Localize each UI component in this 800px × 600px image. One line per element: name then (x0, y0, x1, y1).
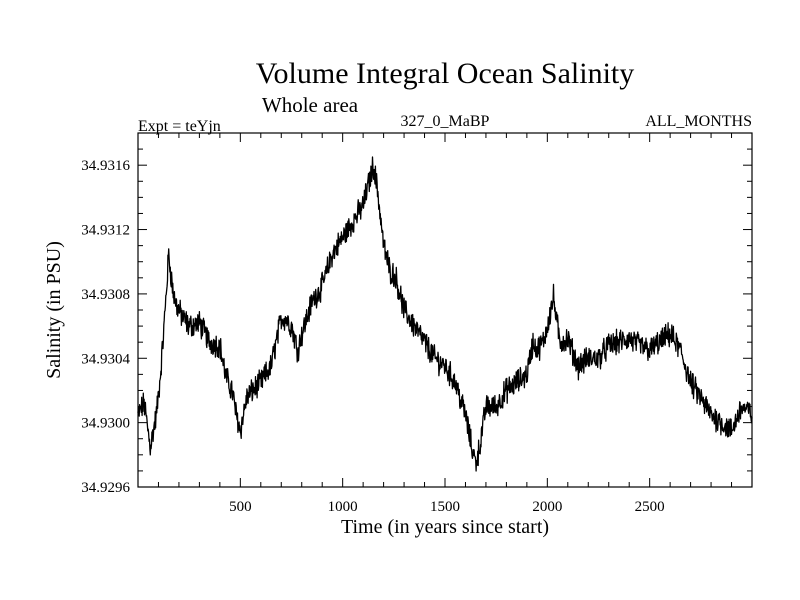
chart-title: Volume Integral Ocean Salinity (256, 57, 635, 90)
x-tick-label: 500 (229, 499, 252, 515)
y-tick-label: 34.9312 (81, 223, 130, 239)
axes: 500 1000 1500 2000 2500 34.9296 34.9300 34.9304… (81, 132, 753, 515)
x-tick-label: 2500 (635, 499, 665, 515)
plot-frame (137, 132, 753, 488)
y-tick-label: 34.9300 (81, 416, 130, 432)
period-label: 327_0_MaBP (401, 113, 490, 130)
y-tick-label: 34.9316 (81, 158, 130, 174)
series-layer (137, 156, 753, 472)
x-tick-label: 2000 (532, 499, 562, 515)
experiment-label: Expt = teYjn (138, 118, 221, 135)
y-tick-label: 34.9308 (81, 287, 130, 303)
x-tick-label: 1500 (430, 499, 460, 515)
chart-subtitle: Whole area (262, 93, 359, 117)
y-tick-label: 34.9304 (81, 351, 130, 367)
months-label: ALL_MONTHS (645, 113, 752, 130)
x-tick-label: 1000 (328, 499, 358, 515)
y-axis-label: Salinity (in PSU) (43, 241, 65, 379)
series-line-0 (137, 156, 753, 472)
x-axis-label: Time (in years since start) (341, 516, 549, 538)
y-tick-label: 34.9296 (81, 480, 130, 496)
